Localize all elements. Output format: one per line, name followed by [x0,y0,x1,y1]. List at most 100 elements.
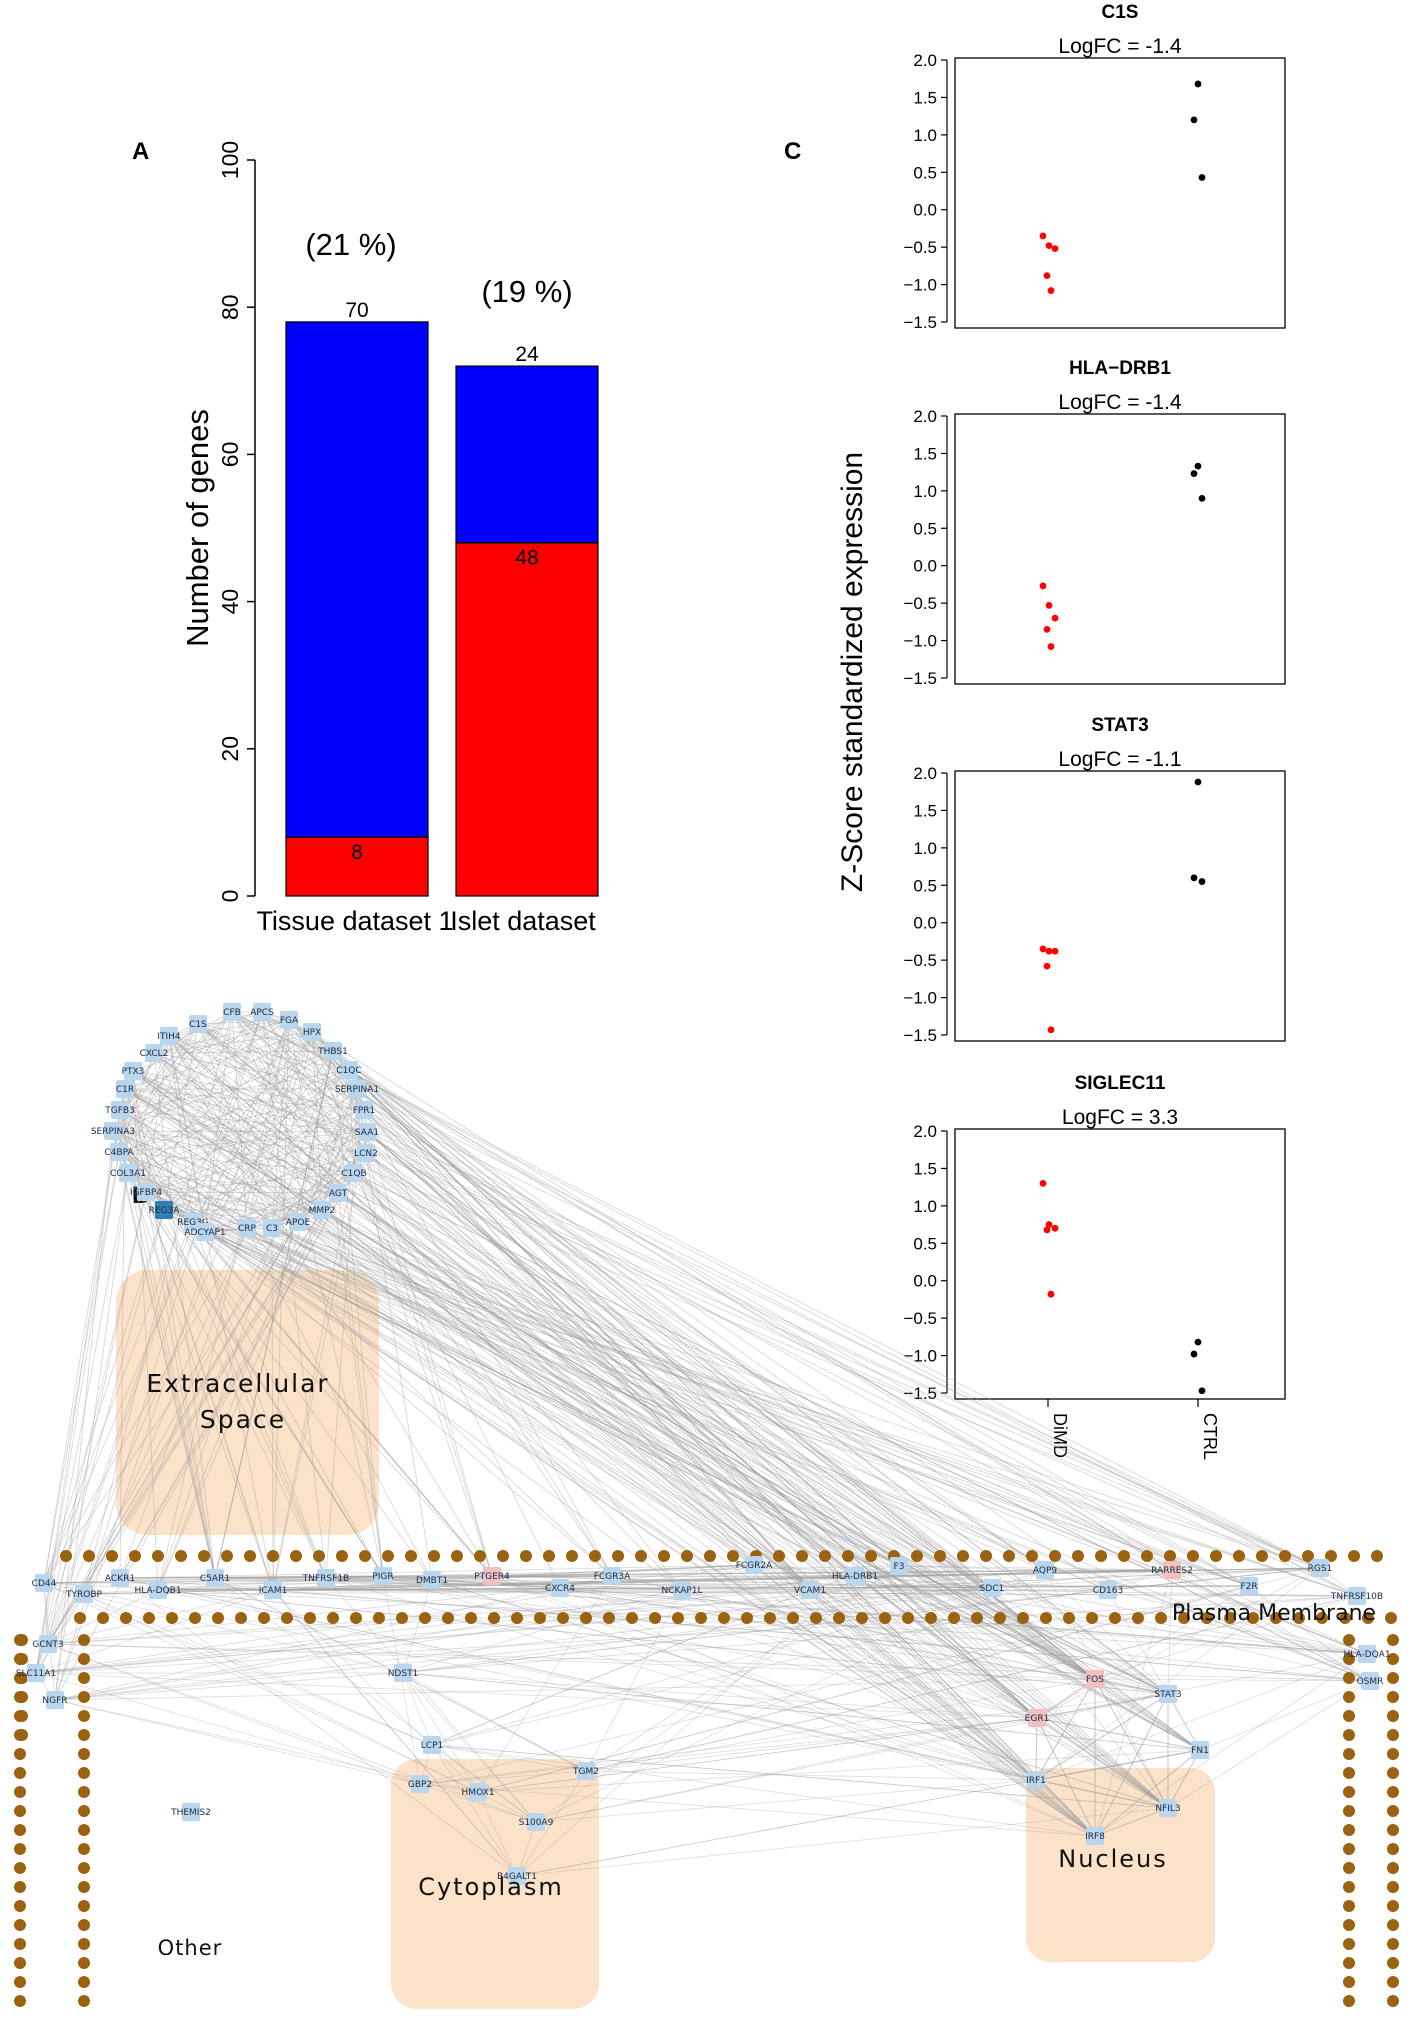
network-node: LCN2 [354,1144,378,1162]
network-edge [246,1227,1358,1597]
network-node-box [340,1061,358,1079]
network-node-box [423,1571,441,1589]
membrane-dot [129,1550,141,1562]
network-edge [145,1191,274,1591]
network-edge [157,1577,216,1591]
network-edge [332,1050,811,1591]
membrane-dot [350,1612,362,1624]
network-node-label: CRP [238,1224,257,1234]
membrane-dot [336,1550,348,1562]
network-node-label: APCS [250,1008,274,1018]
network-edge [353,1172,1169,1809]
network-edge [325,1577,1037,1781]
dot-plot-point-ctrl [1198,878,1206,885]
dot-plot-logfc: LogFC = -1.4 [1058,35,1181,58]
membrane-dot [1343,1919,1355,1931]
network-edge [1035,1693,1169,1781]
network-edge [1036,1717,1169,1809]
membrane-dot [1343,1710,1355,1722]
network-edge [83,1593,537,1823]
network-edge [231,1011,313,1033]
network-edge [35,1595,1358,1674]
network-node-label: CXCL2 [140,1049,169,1059]
network-node-label: CFB [223,1008,241,1018]
network-edge [753,1564,1109,1591]
network-edge [311,1031,1173,1571]
network-edge [35,1587,993,1674]
network-node: NCKAP1L [661,1581,703,1599]
network-edge [192,1221,1038,1719]
membrane-dot [534,1612,546,1624]
network-edge [214,1575,384,1579]
network-node-box [289,1213,307,1231]
dot-plot-point-ctrl [1198,494,1206,502]
network-edge [1036,1717,1096,1837]
membrane-dot [175,1550,187,1562]
network-edge [54,1587,993,1701]
network-edge [124,1088,1096,1680]
network-edge [366,1131,1038,1719]
network-edge [585,1717,1038,1772]
membrane-dot [1325,1550,1337,1562]
network-edge [402,1672,537,1823]
network-edge [353,1172,1371,1682]
network-edge [145,1109,365,1193]
network-node-label: HPX [303,1028,321,1038]
network-node-label: SAA1 [355,1128,379,1138]
network-edge [168,1035,1037,1781]
network-node-box [110,1143,128,1161]
network-edge [127,1050,334,1174]
membrane-dot [681,1550,693,1562]
dot-plot-frame [954,1128,1286,1400]
bar-category-label: Tissue dataset 1 [256,906,453,936]
network-edge [127,1172,216,1579]
network-edge [321,1088,358,1211]
network-node-label: SLC11A1 [16,1669,56,1679]
network-node: ADCYAP1 [184,1223,226,1241]
membrane-dot [1109,1612,1121,1624]
network-node-box [263,1219,281,1237]
network-node-label: MMP2 [309,1206,336,1216]
dot-plot-logfc: LogFC = -1.4 [1058,391,1181,414]
network-edge [353,1172,1371,1682]
region-label-nucleus: Nucleus [1058,1845,1168,1873]
network-node-box [253,1003,271,1021]
network-node-label: FPR1 [353,1106,376,1116]
network-edge [153,1052,1096,1680]
network-node-label: HLA-DQB1 [134,1586,181,1596]
bar-data-label: 8 [351,841,363,864]
membrane-dot [603,1612,615,1624]
network-edge [297,1088,358,1223]
network-edge [1171,1569,1371,1682]
network-edge [132,1070,365,1111]
network-node-label: F3 [894,1562,905,1572]
network-node-box [189,1015,207,1033]
network-node: C1QB [341,1164,367,1182]
network-edge [559,1587,1096,1837]
network-edge [231,1011,350,1071]
network-edge [112,1031,313,1132]
panel-letter-a: A [132,138,149,165]
network-edge [112,1130,1096,1837]
network-edge [356,1088,1038,1719]
network-edge [214,1050,334,1579]
network-edge [261,1011,613,1577]
network-node-box [1099,1581,1117,1599]
network-edge [192,1221,493,1577]
network-edge [272,1569,1173,1591]
network-edge [272,1585,1250,1591]
membrane-dot [419,1612,431,1624]
network-node-box [801,1581,819,1599]
network-edge [197,1023,755,1566]
network-edge [132,1019,290,1072]
network-edge [272,1589,479,1793]
network-node: FCGR2A [736,1556,773,1574]
network-edge [43,1221,299,1584]
network-edge [112,1130,367,1154]
network-edge [214,1575,613,1579]
dot-plot-point-dimd [1047,287,1055,294]
membrane-dot [580,1612,592,1624]
network-edge [168,1035,323,1211]
network-edge [204,1031,313,1233]
network-node: THEMIS2 [170,1803,211,1821]
